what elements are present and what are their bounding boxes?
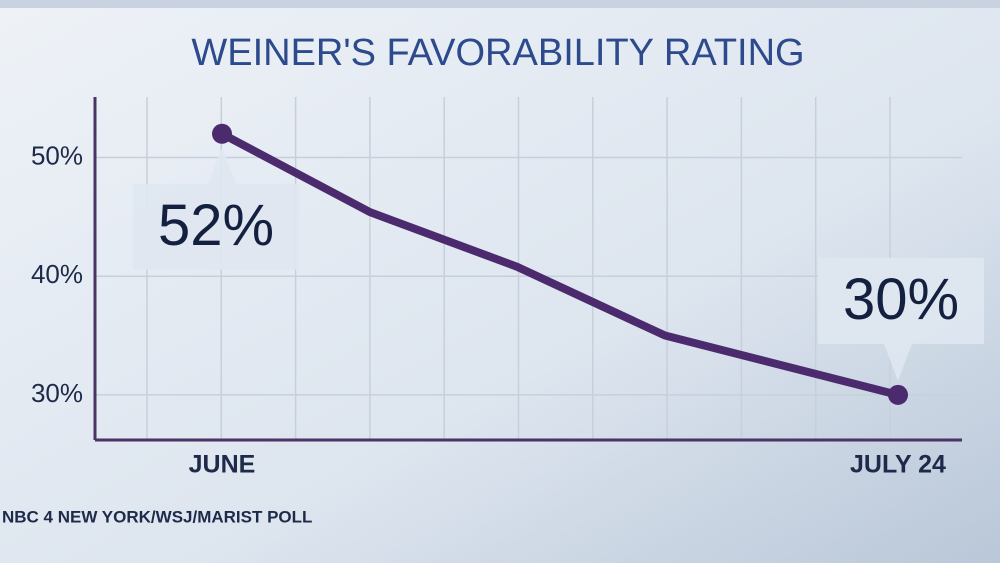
source: NBC 4 NEW YORK/WSJ/MARIST POLL <box>2 507 312 526</box>
callout-pointer <box>208 147 236 184</box>
top-band <box>0 0 1000 8</box>
y-tick-label: 30% <box>31 378 83 408</box>
line <box>218 129 902 399</box>
data-label: 52% <box>158 193 274 258</box>
point <box>212 123 232 144</box>
callout-box <box>133 183 299 270</box>
y-tick-label: 50% <box>31 140 83 170</box>
callout-box <box>818 257 984 344</box>
point <box>888 384 908 405</box>
x-tick-label: JUNE <box>189 451 256 479</box>
data-label: 30% <box>843 267 959 332</box>
x-tick-label: JULY 24 <box>850 451 946 479</box>
chart-title: WEINER'S FAVORABILITY RATING <box>191 32 804 74</box>
y-tick-label: 40% <box>31 259 83 289</box>
callout-pointer <box>884 343 912 381</box>
